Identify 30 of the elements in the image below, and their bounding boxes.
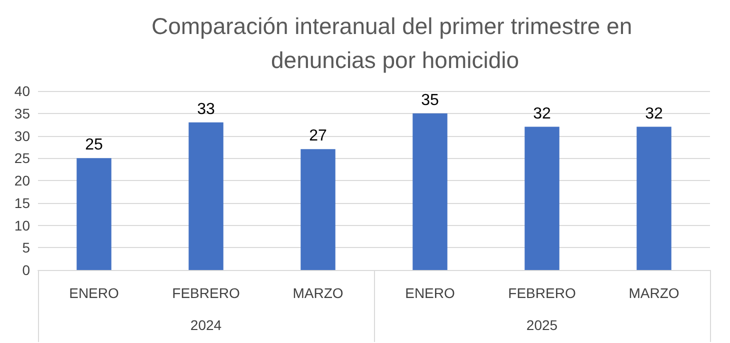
bar	[524, 126, 560, 270]
x-tick-label: ENERO	[405, 285, 455, 301]
bar	[636, 126, 672, 270]
y-tick-label: 0	[22, 262, 30, 278]
x-tick-label: FEBRERO	[508, 285, 576, 301]
x-tick-label: MARZO	[628, 285, 680, 301]
x-tick-label: FEBRERO	[172, 285, 240, 301]
y-tick-label: 15	[14, 194, 30, 211]
data-label: 35	[421, 92, 439, 109]
text: 2024	[190, 317, 222, 333]
chart-title: Comparación interanual del primer trimestre en denuncias por homicidio	[151, 13, 639, 73]
data-label: 32	[645, 105, 663, 122]
data-label: 32	[533, 105, 551, 122]
data-label: 25	[85, 136, 103, 154]
x-tick-label: ENERO	[69, 285, 119, 301]
y-tick-label: 30	[14, 128, 30, 144]
bar	[412, 113, 448, 270]
bar	[76, 158, 112, 270]
y-tick-label: 40	[14, 83, 30, 99]
y-tick-label: 25	[14, 150, 30, 166]
text: 2025	[526, 317, 558, 333]
data-label: 27	[309, 128, 327, 145]
y-tick-label: 20	[14, 172, 30, 188]
bar	[188, 122, 224, 270]
data-label: 33	[197, 100, 215, 118]
x-tick-label: MARZO	[292, 285, 344, 301]
y-tick-label: 10	[14, 217, 30, 234]
y-tick-label: 35	[14, 105, 30, 122]
y-tick-label: 5	[22, 240, 30, 256]
bar	[300, 149, 336, 270]
